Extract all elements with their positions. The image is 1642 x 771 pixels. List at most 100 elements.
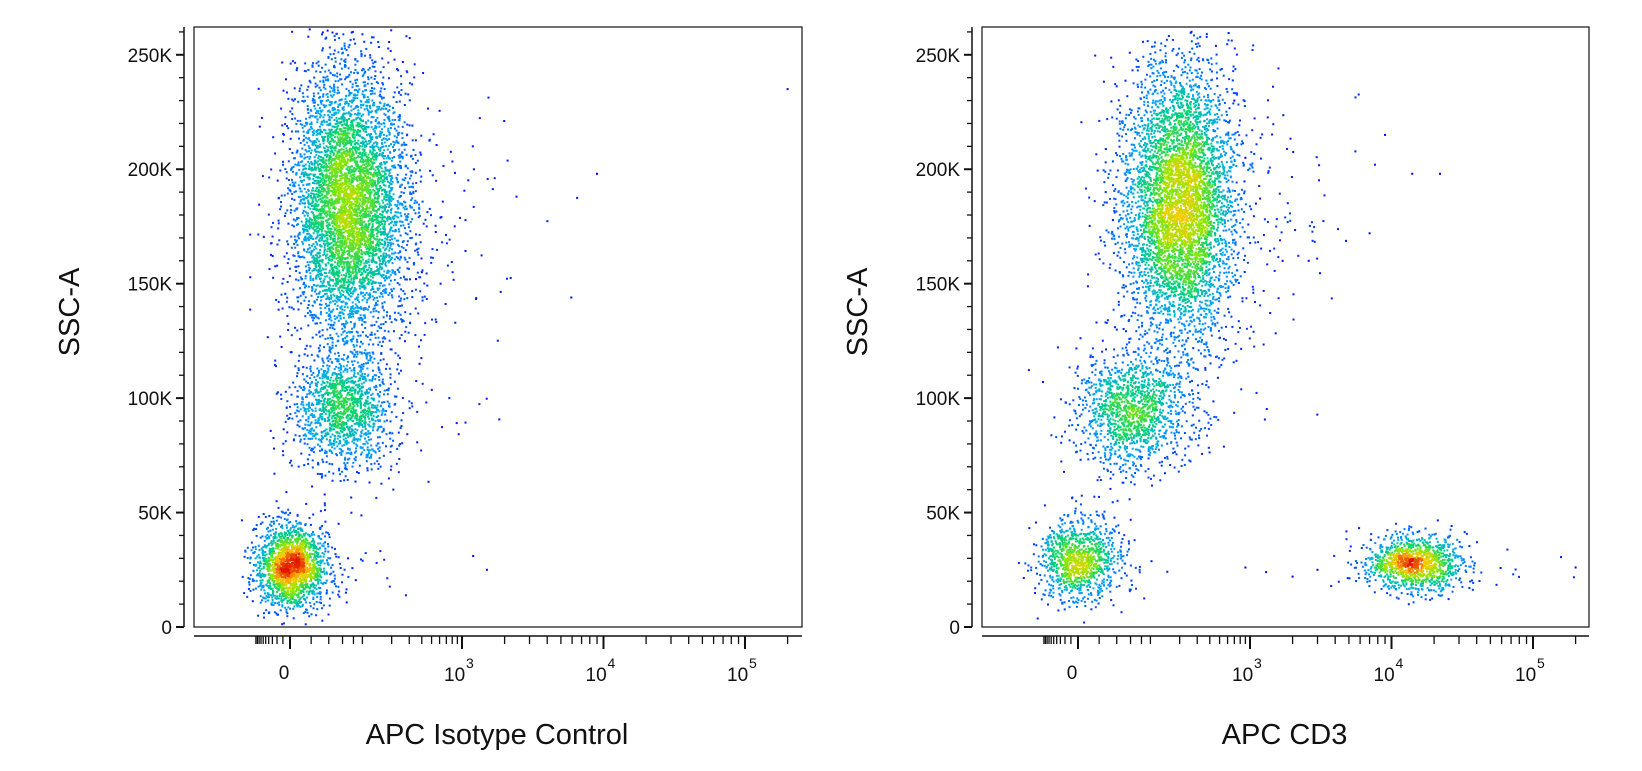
event-dot (343, 398, 345, 400)
event-dot (392, 440, 394, 442)
event-dot (391, 411, 393, 413)
event-dot (305, 118, 307, 120)
event-dot (374, 463, 376, 465)
event-dot (287, 519, 289, 521)
event-dot (426, 273, 428, 275)
event-dot (390, 383, 392, 385)
event-dot (274, 572, 276, 574)
event-dot (367, 436, 369, 438)
event-dot (328, 433, 330, 435)
event-dot (335, 358, 337, 360)
event-dot (378, 369, 380, 371)
event-dot (280, 539, 282, 541)
event-dot (255, 565, 257, 567)
event-dot (279, 595, 281, 597)
event-dot (332, 380, 334, 382)
event-dot (301, 555, 303, 557)
event-dot (274, 360, 276, 362)
event-dot (290, 351, 292, 353)
event-dot (304, 546, 306, 548)
event-dot (355, 417, 357, 419)
event-dot (354, 428, 356, 430)
event-dot (357, 398, 359, 400)
event-dot (386, 577, 388, 579)
event-dot (352, 420, 354, 422)
event-dot (357, 212, 359, 214)
event-dot (340, 567, 342, 569)
event-dot (317, 374, 319, 376)
event-dot (330, 377, 332, 379)
event-dot (334, 300, 336, 302)
event-dot (287, 606, 289, 608)
event-dot (308, 438, 310, 440)
event-dot (377, 404, 379, 406)
event-dot (289, 608, 291, 610)
event-dot (340, 396, 342, 398)
event-dot (321, 432, 323, 434)
event-dot (372, 429, 374, 431)
event-dot (370, 42, 372, 44)
event-dot (362, 414, 364, 416)
event-dot (252, 580, 254, 582)
event-dot (276, 568, 278, 570)
event-dot (297, 406, 299, 408)
event-dot (338, 404, 340, 406)
event-dot (282, 140, 284, 142)
event-dot (286, 569, 288, 571)
event-dot (281, 564, 283, 566)
event-dot (338, 469, 340, 471)
event-dot (384, 142, 386, 144)
event-dot (404, 340, 406, 342)
event-dot (273, 540, 275, 542)
event-dot (307, 112, 309, 114)
event-dot (308, 454, 310, 456)
event-dot (481, 254, 483, 256)
event-dot (309, 28, 311, 30)
event-dot (384, 420, 386, 422)
event-dot (324, 502, 326, 504)
event-dot (280, 609, 282, 611)
event-dot (380, 466, 382, 468)
event-dot (297, 562, 299, 564)
event-dot (308, 563, 310, 565)
event-dot (309, 345, 311, 347)
event-dot (333, 414, 335, 416)
event-dot (291, 418, 293, 420)
event-dot (299, 426, 301, 428)
event-dot (330, 53, 332, 55)
event-dot (318, 569, 320, 571)
event-dot (284, 551, 286, 553)
event-dot (276, 573, 278, 575)
event-dot (369, 379, 371, 381)
event-dot (278, 220, 280, 222)
event-dot (307, 443, 309, 445)
event-dot (334, 35, 336, 37)
event-dot (391, 445, 393, 447)
event-dot (264, 545, 266, 547)
event-dot (326, 402, 328, 404)
event-dot (272, 591, 274, 593)
event-dot (272, 517, 274, 519)
event-dot (270, 534, 272, 536)
event-dot (321, 475, 323, 477)
event-dot (366, 410, 368, 412)
event-dot (301, 536, 303, 538)
event-dot (323, 411, 325, 413)
event-dot (312, 178, 314, 180)
event-dot (357, 372, 359, 374)
event-dot (269, 530, 271, 532)
event-dot (374, 374, 376, 376)
event-dot (291, 465, 293, 467)
event-dot (309, 261, 311, 263)
event-dot (411, 402, 413, 404)
event-dot (398, 432, 400, 434)
event-dot (315, 432, 317, 434)
event-dot (374, 93, 376, 95)
event-dot (381, 414, 383, 416)
event-dot (278, 309, 280, 311)
event-dot (355, 447, 357, 449)
event-dot (287, 592, 289, 594)
event-dot (373, 299, 375, 301)
event-dot (327, 238, 329, 240)
event-dot (287, 262, 289, 264)
